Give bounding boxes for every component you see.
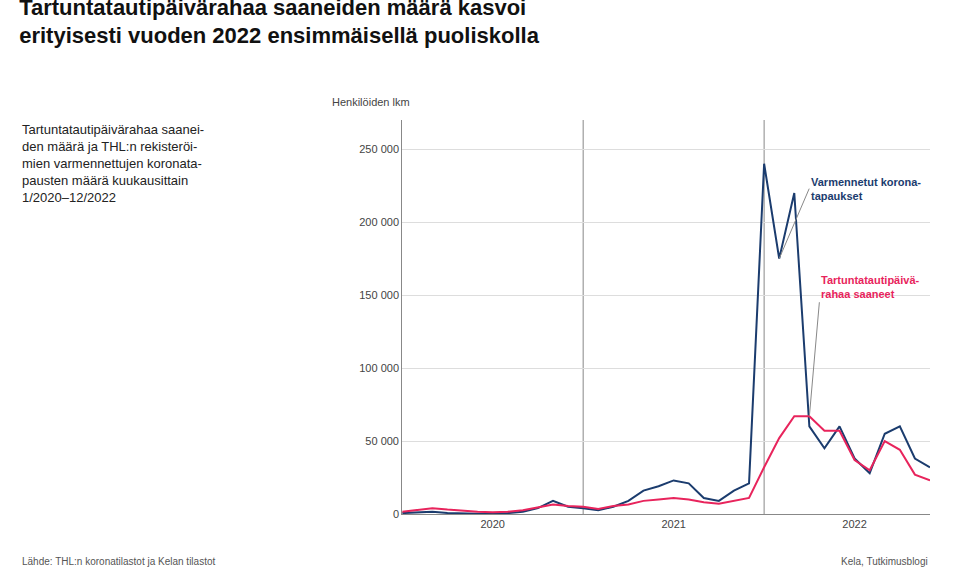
svg-text:250 000: 250 000 <box>359 143 399 155</box>
svg-text:Tartuntatautipäivä-rahaa saane: Tartuntatautipäivä-rahaa saaneet <box>821 274 920 300</box>
svg-text:Henkilöiden lkm: Henkilöiden lkm <box>332 96 410 108</box>
svg-text:2020: 2020 <box>480 518 504 530</box>
svg-text:Lähde: THL:n koronatilastot ja: Lähde: THL:n koronatilastot ja Kelan til… <box>22 556 215 567</box>
svg-text:2021: 2021 <box>661 518 685 530</box>
svg-text:2022: 2022 <box>842 518 866 530</box>
svg-text:50 000: 50 000 <box>365 435 399 447</box>
svg-text:Tartuntatautipäivärahaa saanei: Tartuntatautipäivärahaa saanei-den määrä… <box>22 122 204 205</box>
svg-text:150 000: 150 000 <box>359 289 399 301</box>
svg-text:Kela, Tutkimusblogi: Kela, Tutkimusblogi <box>841 556 928 567</box>
svg-text:200 000: 200 000 <box>359 216 399 228</box>
svg-text:100 000: 100 000 <box>359 362 399 374</box>
svg-text:Tartuntatautipäivärahaa saanei: Tartuntatautipäivärahaa saaneiden määrä … <box>19 0 539 48</box>
svg-text:0: 0 <box>393 508 399 520</box>
svg-text:Varmennetut korona-tapaukset: Varmennetut korona-tapaukset <box>811 176 921 202</box>
